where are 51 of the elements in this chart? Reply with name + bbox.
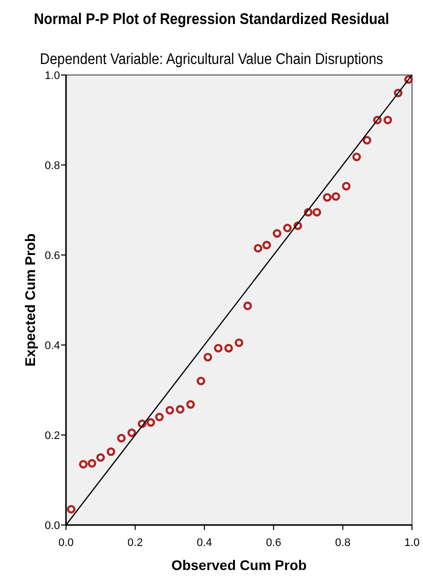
point <box>204 352 212 362</box>
y-tick-label: 0.0 <box>44 520 60 532</box>
point <box>127 428 136 438</box>
y-tick-label: 0.4 <box>44 340 60 352</box>
y-tick-label: 0.2 <box>44 430 60 442</box>
x-tick-label: 0.8 <box>335 537 350 549</box>
x-tick-label: 0.0 <box>58 537 74 549</box>
point <box>88 459 96 468</box>
point <box>373 116 382 124</box>
point <box>312 208 322 217</box>
point <box>166 406 174 415</box>
point <box>304 208 312 217</box>
point <box>155 412 164 422</box>
point <box>96 453 105 462</box>
point <box>79 460 88 469</box>
point <box>294 221 302 230</box>
point <box>262 240 271 250</box>
chart-title: Normal P-P Plot of Regression Standardized Residual <box>34 11 390 28</box>
y-tick-label: 1.0 <box>44 70 60 82</box>
chart-subtitle: Dependent Variable: Agricultural Value Chain Disruptions <box>40 51 384 68</box>
y-axis-title: Expected Cum Prob <box>22 233 38 367</box>
point <box>234 338 244 348</box>
point <box>196 376 206 386</box>
point <box>322 193 332 202</box>
point <box>186 400 195 409</box>
x-tick-label: 0.4 <box>196 537 212 549</box>
x-axis-title: Observed Cum Prob <box>171 557 307 573</box>
point <box>106 447 116 456</box>
y-tick-label: 0.6 <box>44 250 60 262</box>
point <box>254 244 262 253</box>
point <box>214 344 223 352</box>
point <box>394 88 402 98</box>
point <box>243 302 252 310</box>
point <box>352 152 361 162</box>
point <box>117 434 126 442</box>
point <box>138 419 146 428</box>
x-tick-label: 0.2 <box>128 537 143 549</box>
point <box>176 405 184 414</box>
point <box>362 136 372 145</box>
point <box>66 504 76 514</box>
x-tick-label: 1.0 <box>404 537 420 549</box>
y-tick-label: 0.8 <box>44 160 60 172</box>
point <box>283 224 292 232</box>
point <box>404 75 413 84</box>
x-tick-label: 0.6 <box>266 537 282 549</box>
point <box>342 182 351 190</box>
point <box>146 418 156 427</box>
point <box>332 192 340 201</box>
point <box>383 116 392 124</box>
point <box>224 344 233 352</box>
point <box>272 229 282 238</box>
